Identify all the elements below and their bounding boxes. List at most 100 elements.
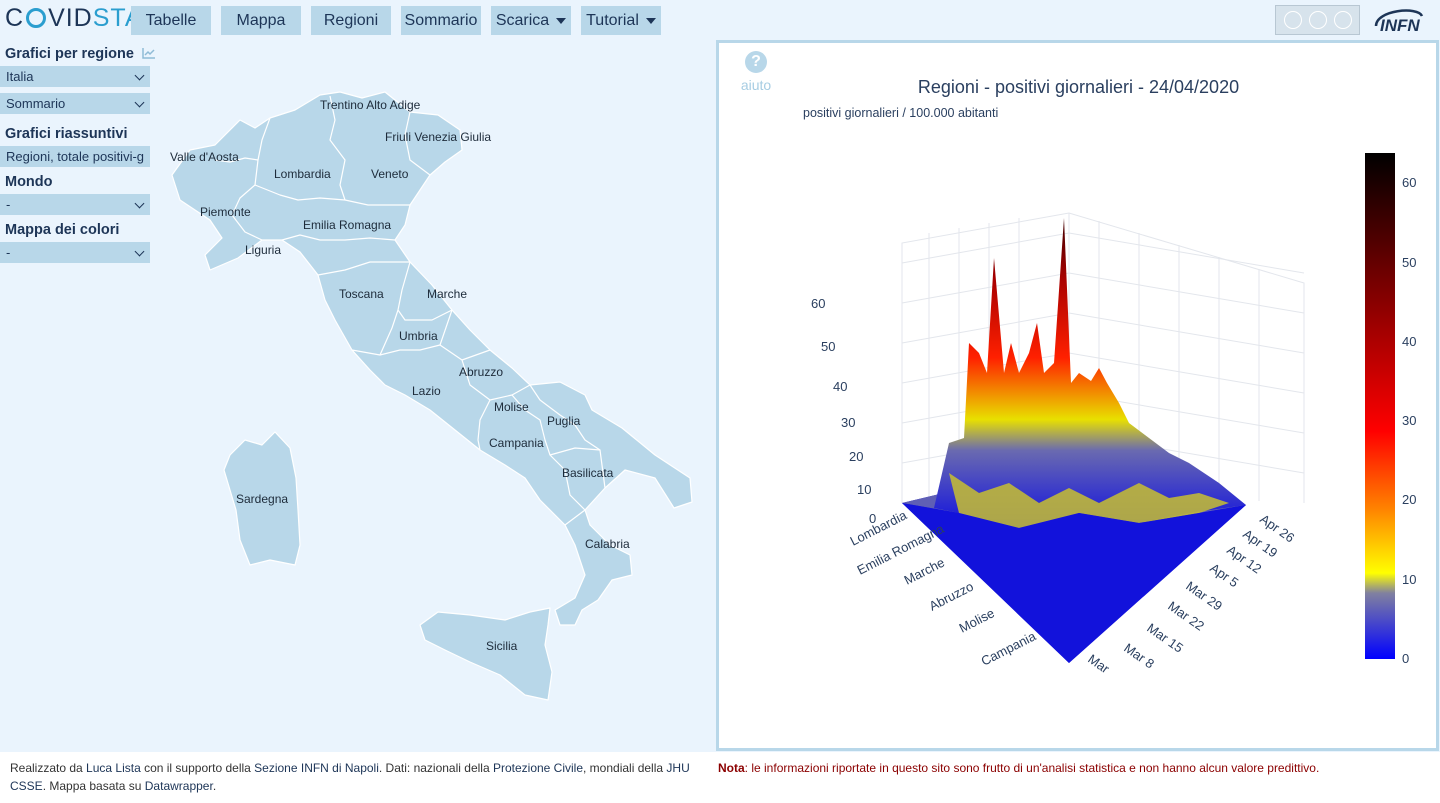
colorbar-tick: 50 [1402,255,1416,270]
z-tick: 20 [849,449,863,464]
region-label-veneto: Veneto [371,167,409,181]
protezione-civile-link[interactable]: Protezione Civile [492,761,584,775]
by-icon [1308,11,1327,29]
surface-plot[interactable]: 0 10 20 30 40 50 60 Lombardia Emilia Rom… [719,43,1436,748]
z-tick: 0 [869,511,876,526]
nav-sommario[interactable]: Sommario [401,6,481,35]
z-tick: 50 [821,339,835,354]
z-tick: 40 [833,379,847,394]
note-text: : le informazioni riportate in questo si… [744,761,1320,775]
chart-icon[interactable] [142,47,156,59]
nav-tutorial[interactable]: Tutorial [581,6,661,35]
cc-license-badge[interactable] [1275,5,1360,35]
view-select-value: Sommario [6,96,66,111]
region-label-basilicata: Basilicata [562,466,614,480]
footer-text: . [212,779,217,793]
map-labels: Trentino Alto Adige Friuli Venezia Giuli… [160,90,705,710]
section-colormap-title: Mappa dei colori [5,222,120,238]
region-label-marche: Marche [427,287,468,301]
question-icon: ? [745,51,767,73]
nav-mappa[interactable]: Mappa [221,6,301,35]
colorbar-tick: 0 [1402,651,1409,666]
region-label-toscana: Toscana [339,287,384,301]
region-label-friuli: Friuli Venezia Giulia [385,130,492,144]
region-label-puglia: Puglia [547,414,581,428]
section-riassuntivi-title: Grafici riassuntivi [5,126,128,142]
region-label-liguria: Liguria [245,243,282,257]
summary-input-value: Regioni, totale positivi-g [6,149,145,164]
plot-subtitle: positivi giornalieri / 100.000 abitanti [803,106,999,120]
region-tick: Molise [957,605,997,635]
colormap-select-value: - [6,245,11,260]
world-select-value: - [6,197,11,212]
surface-front [902,503,1246,663]
infn-logo[interactable]: INFN [1370,4,1430,36]
help-button[interactable]: ? aiuto [736,51,776,93]
region-tick: Marche [902,555,947,588]
surface-peaks [934,218,1246,528]
footer-text: . Mappa basata su [42,779,145,793]
region-label-campania: Campania [489,436,544,450]
footer-text: Realizzato da [10,761,87,775]
infn-logo-text: INFN [1380,16,1420,35]
chevron-down-icon [556,17,567,24]
sicilia-shape[interactable] [419,607,553,701]
chevron-down-icon [645,17,656,24]
region-tick: Abruzzo [927,579,976,614]
section-per-regione-label: Grafici per regione [5,46,134,62]
date-tick: Mar 8 [1121,640,1157,671]
nav-tabelle[interactable]: Tabelle [131,6,211,35]
jhu-csse-link[interactable]: JHU CSSE [10,761,690,793]
logo-text-c: C [5,3,25,32]
region-label-molise: Molise [494,400,529,414]
colorbar-tick: 20 [1402,492,1416,507]
surface-yellow-band [949,473,1229,528]
footer-text: con il supporto della [140,761,255,775]
nav-mappa-label: Mappa [236,11,286,29]
region-tick: Campania [979,628,1039,669]
date-tick: Apr 5 [1207,560,1241,590]
colorbar-ticks: 0 10 20 30 40 50 60 [1402,175,1416,666]
region-select[interactable]: Italia [0,66,150,87]
note-label: Nota [718,761,745,775]
logo-text-vid: VID [48,3,93,32]
region-label-abruzzo: Abruzzo [459,365,504,379]
section-mondo-title: Mondo [5,174,53,190]
region-label-valle-aosta: Valle d'Aosta [170,150,239,164]
sardegna-shape[interactable] [223,431,301,566]
nav-tabelle-label: Tabelle [145,11,197,29]
date-tick: Mar 22 [1165,598,1207,633]
region-label-piemonte: Piemonte [200,205,251,219]
date-tick: Mar [1085,651,1112,677]
z-tick: 10 [857,482,871,497]
nav-tutorial-label: Tutorial [586,11,639,29]
z-tick: 30 [841,415,855,430]
footer: Realizzato da Luca Lista con il supporto… [0,752,1440,803]
colormap-select[interactable]: - [0,242,150,263]
colorbar-tick: 60 [1402,175,1416,190]
cc-icon [1283,11,1302,29]
region-label-sicilia: Sicilia [486,639,518,653]
z-axis-ticks: 0 10 20 30 40 50 60 [811,296,876,526]
region-label-lazio: Lazio [412,384,441,398]
section-per-regione-title: Grafici per regione [5,46,156,62]
footer-note: Nota: le informazioni riportate in quest… [718,759,1319,777]
nav-regioni[interactable]: Regioni [311,6,391,35]
summary-input[interactable]: Regioni, totale positivi-g [0,146,150,167]
colorbar-tick: 10 [1402,572,1416,587]
nav-sommario-label: Sommario [404,11,478,29]
view-select[interactable]: Sommario [0,93,150,114]
region-label-lombardia: Lombardia [274,167,331,181]
nav-scarica[interactable]: Scarica [491,6,571,35]
author-link[interactable]: Luca Lista [86,761,141,775]
world-select[interactable]: - [0,194,150,215]
datawrapper-link[interactable]: Datawrapper [144,779,213,793]
region-label-umbria: Umbria [399,329,438,343]
region-label-emilia-romagna: Emilia Romagna [303,218,392,232]
colorbar [1365,153,1395,659]
region-label-sardegna: Sardegna [236,492,289,506]
help-label: aiuto [740,77,772,93]
footer-credits: Realizzato da Luca Lista con il supporto… [10,759,705,795]
infn-napoli-link[interactable]: Sezione INFN di Napoli [254,761,379,775]
